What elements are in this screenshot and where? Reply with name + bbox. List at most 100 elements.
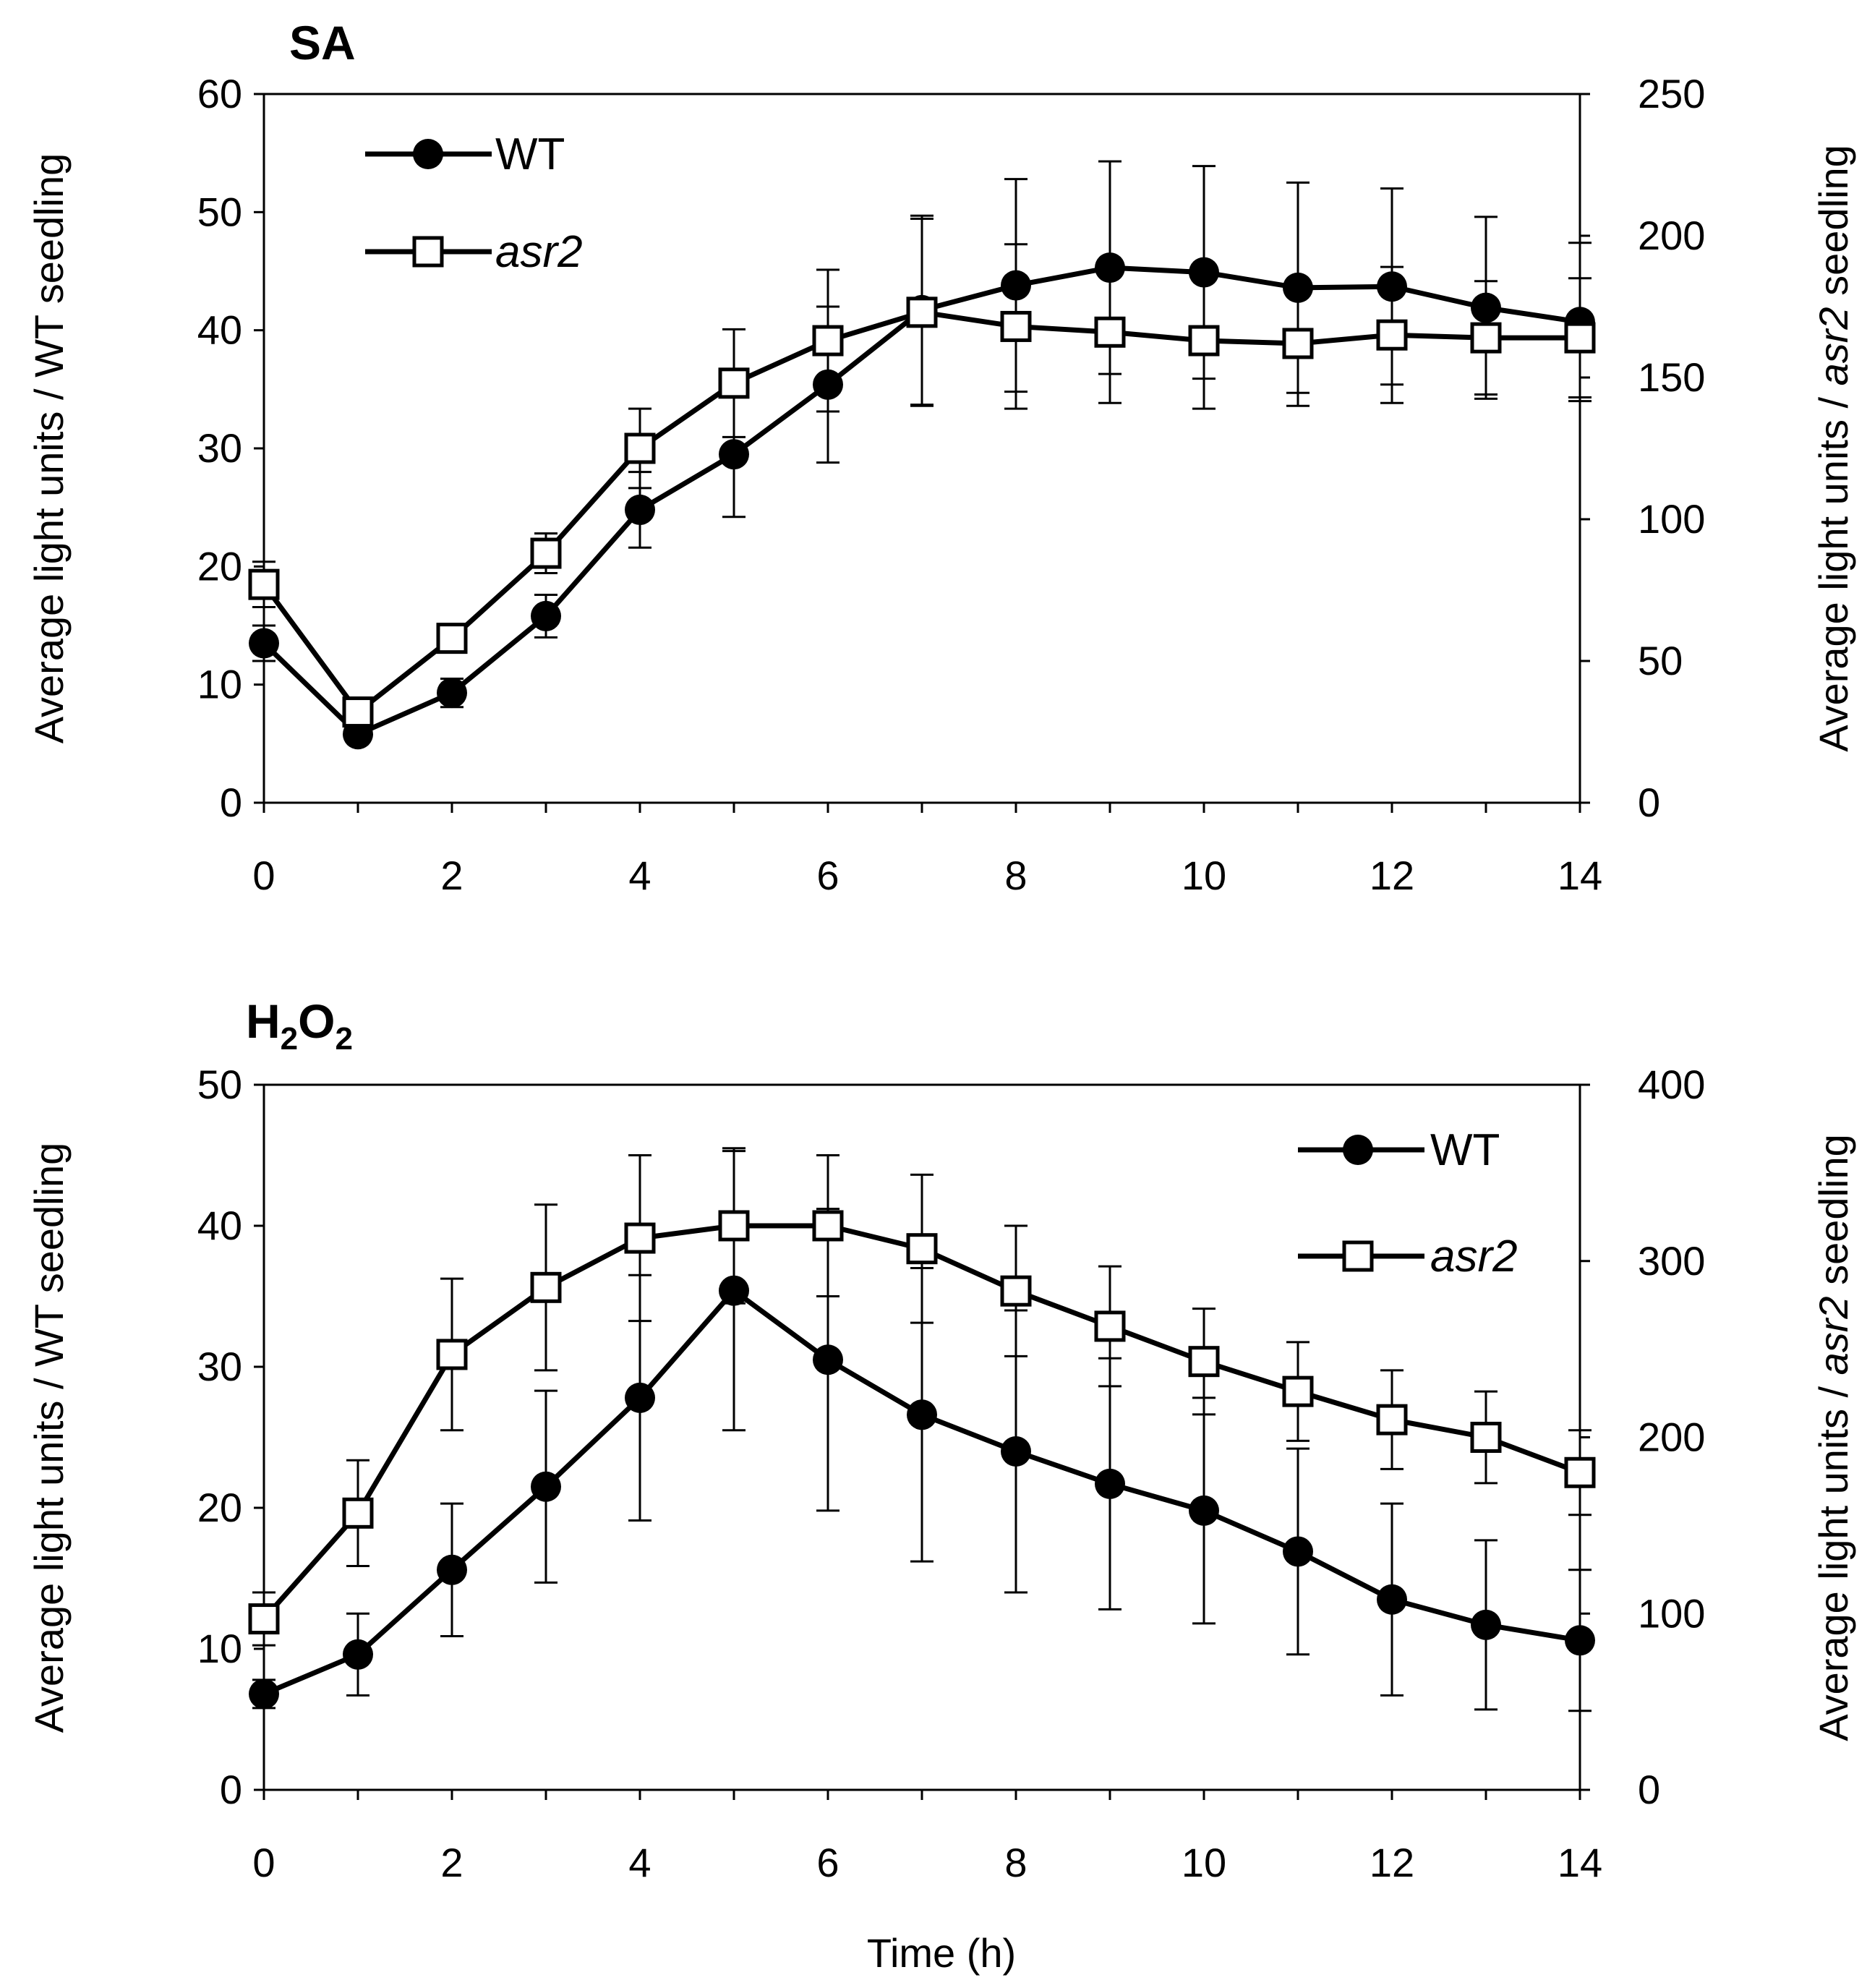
h2o2-asr2-point [342, 1497, 374, 1529]
sa-asr2-point [1188, 325, 1220, 357]
h2o2-left-tick-label: 20 [197, 1485, 242, 1530]
h2o2-asr2-point [1094, 1310, 1126, 1342]
h2o2-right-y-axis: 0 100 200 300 400 [1580, 1062, 1705, 1812]
h2o2-x-axis: 0 2 4 6 8 10 12 14 [252, 1790, 1602, 1885]
sa-x-tick-label: 6 [816, 853, 839, 898]
sa-asr2-point [248, 568, 280, 600]
sa-x-tick-label: 4 [628, 853, 651, 898]
h2o2-panel-title: H2O2 [246, 994, 353, 1057]
h2o2-wt-point [249, 1678, 279, 1710]
h2o2-right-y-axis-title: Average light units / asr2 seedling [1811, 1134, 1856, 1741]
h2o2-asr2-point [436, 1339, 468, 1370]
sa-left-tick-label: 0 [220, 780, 242, 825]
h2o2-x-tick-label: 0 [252, 1840, 275, 1885]
sa-asr2-point [1094, 316, 1126, 348]
h2o2-wt-point [1095, 1468, 1125, 1499]
h2o2-left-y-axis-title: Average light units / WT seedling [26, 1143, 72, 1733]
h2o2-wt-point [437, 1554, 467, 1585]
h2o2-x-axis-title: Time (h) [867, 1930, 1016, 1976]
h2o2-series-layer [248, 1147, 1596, 1712]
sa-wt-point [437, 678, 467, 709]
sa-asr2-point [1376, 319, 1408, 351]
sa-legend-asr2-marker [412, 236, 444, 268]
sa-wt-point [1189, 257, 1219, 288]
sa-left-y-axis: 0 10 20 30 40 50 60 [197, 71, 264, 825]
sa-left-tick-label: 50 [197, 189, 242, 234]
sa-x-tick-label: 0 [252, 853, 275, 898]
sa-panel: SA 0 10 20 30 40 50 60 0 50 100 150 200 250 0 2 4 6 8 10… [26, 16, 1856, 898]
h2o2-right-tick-label: 400 [1638, 1062, 1705, 1107]
sa-asr2-point [812, 325, 844, 357]
sa-asr2-point [1564, 322, 1596, 354]
sa-legend-wt-marker [413, 139, 443, 169]
sa-asr2-point [1000, 310, 1032, 342]
sa-x-tick-label: 14 [1558, 853, 1602, 898]
sa-x-tick-label: 2 [440, 853, 463, 898]
sa-right-y-axis: 0 50 100 150 200 250 [1580, 71, 1705, 825]
h2o2-left-tick-label: 40 [197, 1203, 242, 1248]
h2o2-asr2-point [248, 1603, 280, 1635]
h2o2-x-tick-label: 10 [1182, 1840, 1226, 1885]
sa-asr2-point [718, 367, 750, 399]
sa-asr2-point [1282, 328, 1314, 359]
h2o2-wt-point [907, 1399, 937, 1430]
sa-right-tick-label: 200 [1638, 213, 1705, 258]
h2o2-wt-point [1189, 1495, 1219, 1526]
h2o2-x-tick-label: 4 [628, 1840, 651, 1885]
h2o2-legend-wt-label: WT [1430, 1125, 1500, 1175]
sa-wt-point [531, 600, 561, 631]
sa-right-y-axis-title: Average light units / asr2 seedling [1811, 145, 1856, 752]
h2o2-wt-point [719, 1275, 749, 1306]
sa-wt-point [1377, 271, 1407, 302]
h2o2-asr2-point [1470, 1422, 1502, 1453]
h2o2-title-o: O [298, 994, 335, 1048]
h2o2-wt-point [1377, 1584, 1407, 1615]
sa-right-y-title-italic: asr2 [1811, 307, 1856, 385]
h2o2-wt-point [1283, 1536, 1313, 1567]
sa-left-tick-label: 20 [197, 543, 242, 589]
h2o2-asr2-point [718, 1210, 750, 1242]
h2o2-asr2-point [1564, 1456, 1596, 1488]
h2o2-asr2-point [1000, 1275, 1032, 1307]
sa-left-tick-label: 60 [197, 71, 242, 116]
sa-wt-point [813, 369, 843, 400]
h2o2-wt-point [531, 1471, 561, 1502]
sa-wt-point [625, 494, 655, 525]
sa-right-y-title-suffix: seedling [1811, 145, 1856, 307]
h2o2-asr2-point [812, 1210, 844, 1242]
sa-asr2-point [342, 696, 374, 728]
sa-legend: WT asr2 [365, 129, 583, 277]
h2o2-legend-asr2-label: asr2 [1430, 1232, 1518, 1281]
h2o2-wt-point [343, 1639, 373, 1670]
h2o2-x-tick-label: 8 [1004, 1840, 1027, 1885]
h2o2-right-tick-label: 0 [1638, 1767, 1660, 1812]
sa-wt-point [1001, 270, 1031, 301]
sa-wt-point [249, 628, 279, 659]
sa-wt-point [1471, 292, 1501, 323]
sa-wt-point [719, 439, 749, 470]
sa-left-tick-label: 10 [197, 662, 242, 707]
sa-right-tick-label: 50 [1638, 638, 1683, 683]
h2o2-asr2-point [624, 1222, 656, 1254]
h2o2-right-y-title-italic: asr2 [1811, 1296, 1856, 1375]
sa-legend-wt-label: WT [495, 129, 565, 179]
sa-right-y-title-prefix: Average light units / [1811, 385, 1856, 751]
h2o2-x-tick-label: 14 [1558, 1840, 1602, 1885]
sa-wt-point [1283, 272, 1313, 303]
h2o2-asr2-point [906, 1233, 938, 1265]
h2o2-left-tick-label: 0 [220, 1767, 242, 1812]
h2o2-right-tick-label: 300 [1638, 1238, 1705, 1284]
h2o2-right-y-title-suffix: seedling [1811, 1134, 1856, 1296]
h2o2-legend-asr2-marker [1342, 1240, 1374, 1272]
h2o2-x-tick-label: 6 [816, 1840, 839, 1885]
h2o2-legend: WT asr2 [1298, 1125, 1518, 1281]
h2o2-x-tick-label: 2 [440, 1840, 463, 1885]
sa-right-tick-label: 0 [1638, 780, 1660, 825]
sa-asr2-point [530, 537, 562, 569]
h2o2-asr2-point [1282, 1375, 1314, 1407]
sa-left-tick-label: 30 [197, 425, 242, 471]
h2o2-wt-point [1565, 1625, 1595, 1656]
sa-asr2-point [624, 432, 656, 464]
h2o2-asr2-point [1376, 1404, 1408, 1435]
